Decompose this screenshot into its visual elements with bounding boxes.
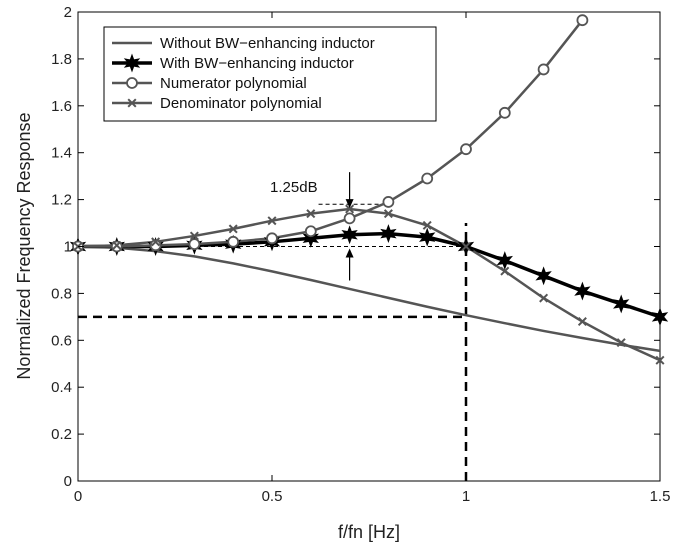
data-point-star [535, 266, 552, 286]
series-markers [69, 14, 669, 365]
data-point-circle [421, 172, 434, 185]
data-point-circle [382, 196, 395, 208]
data-point-circle [343, 212, 356, 225]
axis-ticks: 0 0.5 1 1.5 0 0.2 0.4 0.6 0.8 1 1.2 1.4 1.6 1.8 2 [51, 4, 670, 505]
data-point-star [341, 225, 358, 245]
data-point-x [461, 241, 471, 252]
data-point-x [112, 240, 122, 250]
y-tick-label: 1.4 [51, 145, 72, 162]
data-point-x [616, 338, 626, 348]
data-point-star [496, 251, 513, 271]
data-point-x [267, 216, 277, 226]
data-point-star [651, 307, 669, 327]
y-tick-label: 0.2 [51, 426, 72, 443]
y-tick-label: 0.6 [51, 332, 72, 349]
data-point-circle [498, 106, 511, 119]
data-point-star [419, 227, 436, 247]
legend-label: Numerator polynomial [160, 75, 307, 92]
y-tick-label: 0.4 [51, 379, 72, 396]
data-point-star [574, 281, 591, 301]
y-axis-label: Normalized Frequency Response [14, 112, 34, 379]
annotation-arrowhead-bottom [345, 248, 354, 258]
legend: Without BW−enhancing inductor With BW−enh… [103, 26, 437, 122]
series-line-1 [78, 245, 660, 353]
data-point-circle [537, 63, 550, 76]
data-point-circle [126, 77, 138, 89]
x-axis-label: f/fn [Hz] [338, 522, 400, 542]
annotation-arrowhead-top [345, 199, 354, 209]
data-point-x [577, 317, 587, 327]
x-tick-label: 1 [462, 488, 470, 505]
data-point-x [383, 209, 393, 219]
data-point-star [380, 224, 397, 244]
annotation-label: 1.25dB [270, 179, 318, 196]
y-tick-label: 2 [64, 4, 72, 21]
legend-label: Denominator polynomial [160, 95, 322, 112]
data-point-circle [266, 232, 278, 245]
x-tick-label: 0.5 [262, 488, 283, 505]
legend-entry-1: Without BW−enhancing inductor [112, 35, 375, 52]
y-tick-label: 0 [64, 473, 72, 490]
data-point-x [127, 98, 137, 108]
legend-entry-2: With BW−enhancing inductor [112, 53, 354, 73]
data-point-circle [188, 238, 201, 251]
data-point-star [123, 53, 141, 73]
y-tick-label: 1.6 [51, 98, 72, 115]
series-line-3 [78, 19, 584, 248]
y-tick-label: 1.2 [51, 192, 72, 209]
data-point-x [422, 220, 432, 230]
data-point-x [228, 224, 238, 234]
data-point-circle [576, 14, 589, 27]
data-point-circle [304, 225, 317, 238]
data-point-x [539, 293, 549, 303]
data-point-circle [460, 143, 472, 156]
data-point-x [306, 209, 316, 219]
legend-label: Without BW−enhancing inductor [160, 35, 375, 52]
y-tick-label: 1.8 [51, 51, 72, 68]
legend-entry-4: Denominator polynomial [112, 95, 322, 112]
legend-entry-3: Numerator polynomial [112, 75, 307, 92]
annotations: 1.25dB [270, 172, 354, 281]
y-tick-label: 1 [64, 239, 72, 256]
y-tick-label: 0.8 [51, 285, 72, 302]
data-point-circle [149, 239, 162, 252]
data-point-x [151, 237, 161, 247]
data-point-x [345, 204, 355, 214]
x-tick-label: 0 [74, 488, 82, 505]
data-point-x [189, 231, 199, 241]
series-lines [78, 19, 660, 362]
data-point-x [655, 355, 665, 365]
data-point-star [302, 228, 319, 248]
legend-label: With BW−enhancing inductor [160, 55, 354, 72]
data-point-circle [227, 235, 240, 248]
data-point-x [500, 266, 510, 276]
legend-box [103, 26, 437, 122]
x-tick-label: 1.5 [650, 488, 671, 505]
series-line-4 [78, 207, 660, 362]
data-point-star [613, 294, 630, 314]
